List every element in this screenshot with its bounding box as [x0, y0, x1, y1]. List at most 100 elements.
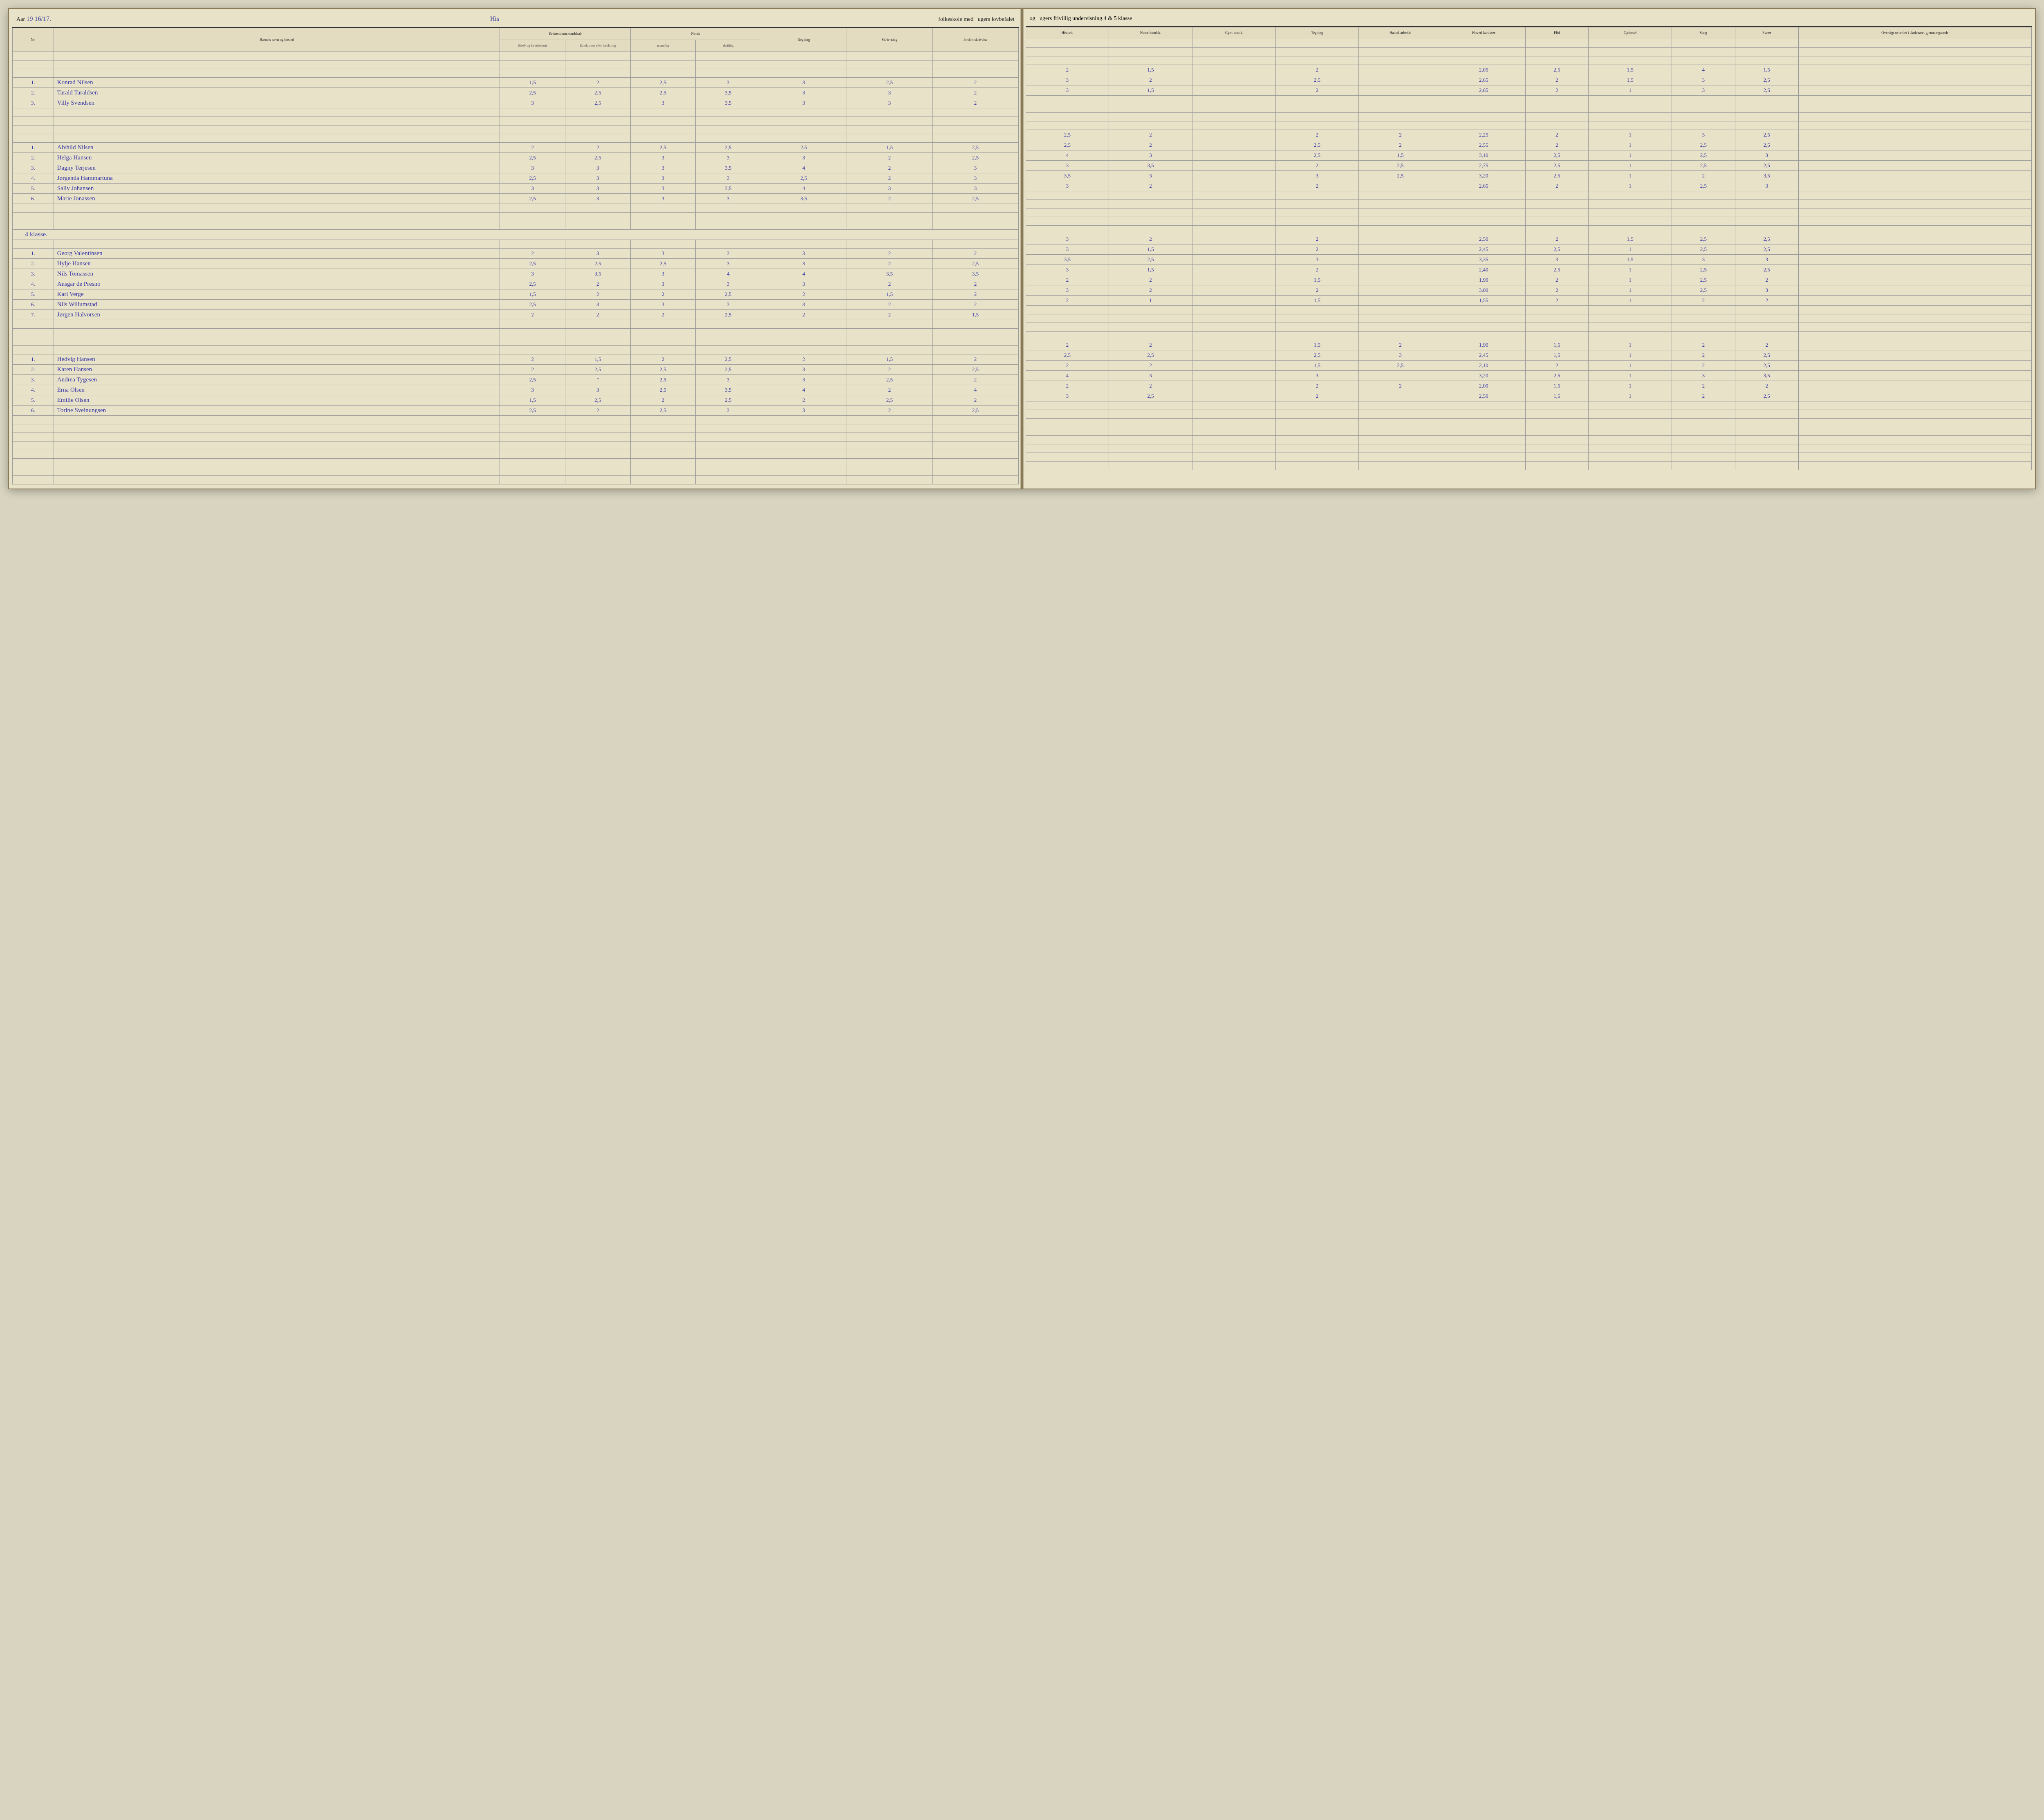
grade-cell: 3: [1026, 391, 1109, 401]
grade-cell: 2,5: [1359, 171, 1442, 181]
right-header: og ugers frivillig undervisning. 4 & 5 k…: [1026, 13, 2032, 27]
table-row: 4.Ansgar de Presno2,5233322: [13, 279, 1019, 289]
grade-cell: 2: [761, 354, 847, 365]
grade-cell: 4: [1026, 150, 1109, 161]
grade-cell: 2: [500, 310, 565, 320]
grade-cell: 2,5: [1026, 130, 1109, 140]
grade-cell: 3,5: [1735, 171, 1798, 181]
row-number: 4.: [13, 385, 54, 395]
grade-cell: 1,5: [500, 289, 565, 300]
grade-cell: 3: [500, 98, 565, 108]
grade-cell: 3: [847, 184, 932, 194]
grade-cell: 2: [847, 194, 932, 204]
grade-cell: 2,5: [630, 375, 696, 385]
grade-cell: 3: [761, 279, 847, 289]
grade-cell: 2,5: [500, 406, 565, 416]
table-row: 3.Villy Svendsen32,533,5332: [13, 98, 1019, 108]
grade-cell: 4: [1672, 65, 1735, 75]
table-row: 432,51,53,102,512,53: [1026, 150, 2032, 161]
grade-cell: 2: [761, 289, 847, 300]
grade-cell: 1: [1589, 371, 1672, 381]
grade-cell: 3: [761, 365, 847, 375]
grade-cell: 3: [696, 300, 761, 310]
grade-cell: 3: [1275, 371, 1359, 381]
grade-cell: 2: [565, 78, 631, 88]
grade-cell: 3: [500, 269, 565, 279]
left-tbody: 1.Konrad Nilsen1,522,5332,522.Tarald Tar…: [13, 52, 1019, 484]
grade-cell: 2: [1525, 296, 1589, 306]
grade-cell: 3: [761, 406, 847, 416]
grade-cell: 2: [1735, 340, 1798, 350]
grade-cell: [1798, 234, 2031, 244]
grade-cell: 2,5: [630, 385, 696, 395]
grade-cell: 3: [1026, 244, 1109, 255]
grade-cell: [1798, 244, 2031, 255]
grade-cell: [1798, 65, 2031, 75]
grade-cell: [1192, 265, 1275, 275]
grade-cell: 2,50: [1442, 234, 1525, 244]
grade-cell: 1,5: [1589, 65, 1672, 75]
grade-cell: [1359, 296, 1442, 306]
grade-cell: 3: [696, 406, 761, 416]
grade-cell: 3,00: [1442, 285, 1525, 296]
grade-cell: 2: [1735, 381, 1798, 391]
grade-cell: 1,5: [1275, 361, 1359, 371]
grade-cell: [1798, 340, 2031, 350]
grade-cell: 3,5: [847, 269, 932, 279]
grade-cell: 2,5: [1525, 265, 1589, 275]
grade-cell: 1,5: [1109, 65, 1192, 75]
grade-cell: 1: [1589, 350, 1672, 361]
grade-cell: 2: [500, 143, 565, 153]
student-name: Villy Svendsen: [54, 98, 500, 108]
left-line-2: ugers lovbefalet: [978, 16, 1015, 23]
grade-cell: 2,5: [761, 173, 847, 184]
grade-cell: [1359, 85, 1442, 96]
grade-cell: 1,90: [1442, 340, 1525, 350]
grade-cell: 2,25: [1442, 130, 1525, 140]
grade-cell: 3,5: [761, 194, 847, 204]
table-row: 33,522,52,752,512,52,5: [1026, 161, 2032, 171]
table-row: 3,52,533,3531,533: [1026, 255, 2032, 265]
grade-cell: 2,5: [1525, 161, 1589, 171]
grade-cell: 3,10: [1442, 150, 1525, 161]
grade-cell: 3: [1109, 371, 1192, 381]
grade-cell: 2,65: [1442, 85, 1525, 96]
grade-cell: 1,5: [565, 354, 631, 365]
table-row: 6.Nils Willumstad2,5333322: [13, 300, 1019, 310]
grade-cell: 2: [1525, 130, 1589, 140]
grade-cell: 1: [1589, 130, 1672, 140]
grade-cell: [1359, 75, 1442, 85]
grade-cell: 2: [1672, 391, 1735, 401]
grade-cell: [1798, 171, 2031, 181]
table-row: 5.Emilie Olsen1,52,522,522,52: [13, 395, 1019, 406]
student-name: Tarald Taraldsen: [54, 88, 500, 98]
grade-cell: 3,20: [1442, 171, 1525, 181]
grade-cell: 2,55: [1442, 140, 1525, 150]
grade-cell: 4: [1026, 371, 1109, 381]
grade-cell: 2: [1026, 381, 1109, 391]
grade-cell: 2: [847, 406, 932, 416]
grade-cell: 2: [1109, 130, 1192, 140]
grade-cell: 3: [1026, 161, 1109, 171]
grade-cell: 2: [1525, 181, 1589, 191]
grade-cell: [1798, 285, 2031, 296]
col-historie: Historie: [1026, 27, 1109, 39]
table-row: 3.Nils Tomassen33,53443,53,5: [13, 269, 1019, 279]
grade-cell: 2: [1275, 65, 1359, 75]
grade-cell: 2: [847, 163, 932, 173]
grade-cell: 2,5: [696, 143, 761, 153]
col-gym: Gym-nastik: [1192, 27, 1275, 39]
grade-cell: 3: [500, 163, 565, 173]
grade-cell: [1798, 275, 2031, 285]
grade-cell: [1798, 161, 2031, 171]
student-name: Nils Tomassen: [54, 269, 500, 279]
grade-cell: 1,5: [500, 78, 565, 88]
grade-cell: 2: [500, 249, 565, 259]
klasse-value: 4 & 5: [1104, 16, 1117, 22]
grade-cell: 3,5: [696, 98, 761, 108]
grade-cell: 2: [1109, 181, 1192, 191]
grade-cell: 3: [761, 78, 847, 88]
grade-cell: 1: [1589, 85, 1672, 96]
grade-cell: 1: [1589, 171, 1672, 181]
grade-cell: 2: [847, 173, 932, 184]
